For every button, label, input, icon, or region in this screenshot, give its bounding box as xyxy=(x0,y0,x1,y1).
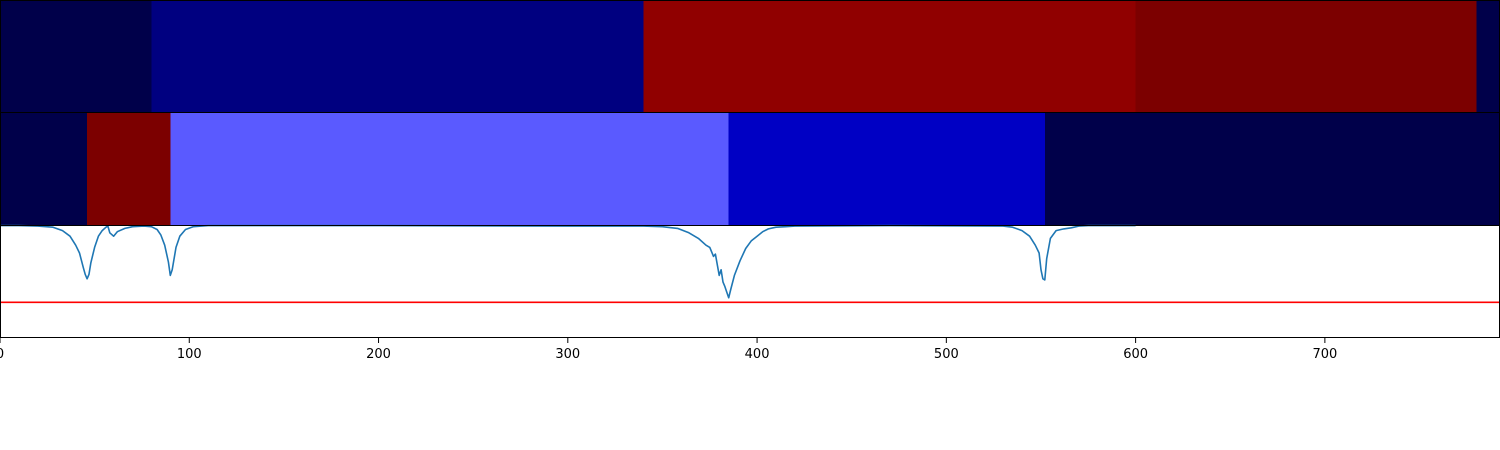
x-tick-label: 100 xyxy=(177,347,202,362)
segment-row-top xyxy=(0,1,1499,112)
x-tick-label: 400 xyxy=(745,347,770,362)
line-panel xyxy=(0,224,1499,304)
segment-1-2 xyxy=(170,113,729,225)
segment-row-middle xyxy=(0,113,1499,225)
x-tick-label: 0 xyxy=(0,347,4,362)
segment-0-0 xyxy=(0,1,152,112)
x-tick-label: 500 xyxy=(934,347,959,362)
segment-0-1 xyxy=(151,1,644,112)
x-axis: 0 100 200 300 400 500 600 700 xyxy=(0,338,1337,362)
segment-0-4 xyxy=(1476,1,1499,112)
segment-0-2 xyxy=(643,1,1136,112)
segment-1-1 xyxy=(87,113,171,225)
x-tick-label: 200 xyxy=(366,347,391,362)
segment-0-3 xyxy=(1135,1,1477,112)
segment-1-4 xyxy=(1044,113,1499,225)
x-tick-label: 300 xyxy=(555,347,580,362)
x-tick-label: 700 xyxy=(1312,347,1337,362)
signal-line xyxy=(0,224,1136,299)
x-tick-label: 600 xyxy=(1123,347,1148,362)
segment-1-0 xyxy=(0,113,88,225)
segment-1-3 xyxy=(728,113,1045,225)
